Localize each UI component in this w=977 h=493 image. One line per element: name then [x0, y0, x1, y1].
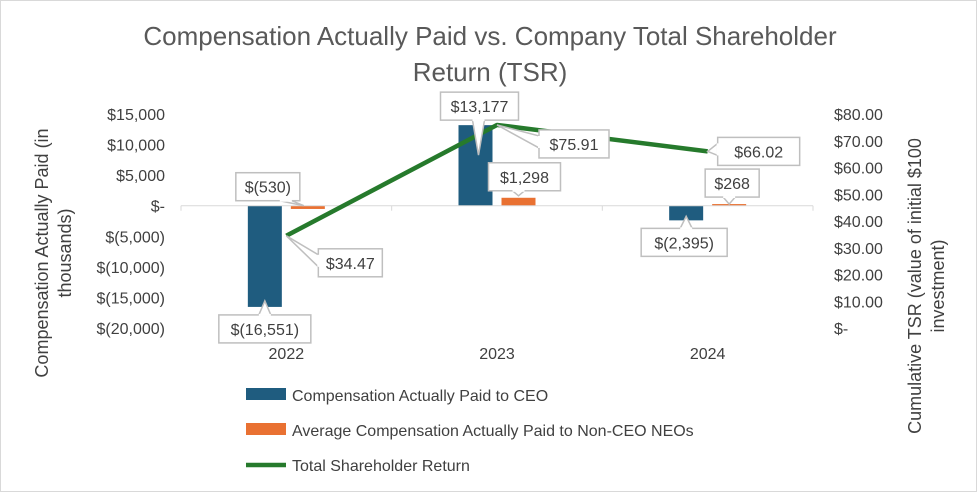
ceo-2024-callout-seam: [680, 227, 693, 230]
legend-swatch-ceo: [246, 388, 286, 400]
legend-swatch-neo: [246, 423, 286, 435]
ceo-2024-data-label: $(2,395): [654, 235, 714, 252]
y-tick-label: $-: [151, 199, 165, 216]
neo-2024-callout-seam: [723, 196, 736, 199]
y2-tick-label: $30.00: [834, 241, 883, 258]
plot-area: $15,000 $10,000 $5,000 $- $(5,000) $(10,000) $…: [97, 91, 883, 363]
y2-axis-title-line-2: investment): [928, 239, 948, 332]
tsr-2023-callout-seam: [538, 135, 540, 148]
tsr-2024-callout: $66.02: [706, 136, 801, 167]
y-axis-title-line-1: Compensation Actually Paid (in: [32, 128, 52, 377]
legend-label: Total Shareholder Return: [292, 458, 470, 475]
y2-tick-label: $40.00: [834, 214, 883, 231]
ceo-2024-callout-box: [640, 227, 728, 258]
neo-2024-callout-box: [704, 168, 760, 198]
tsr-2023-data-label: $75.91: [550, 137, 599, 154]
neo-2023-callout-seam: [512, 189, 525, 192]
ceo-2023-callout-seam: [472, 119, 485, 122]
x-tick-label: 2023: [479, 346, 515, 363]
y2-tick-label: $50.00: [834, 187, 883, 204]
y-axis-title-line-2: thousands): [55, 208, 75, 297]
ceo-2022-data-label: $(16,551): [231, 322, 300, 339]
ceo-2023-callout: $13,177: [439, 91, 520, 156]
legend-label: Compensation Actually Paid to CEO: [292, 388, 548, 405]
legend-label: Average Compensation Actually Paid to No…: [292, 423, 694, 440]
legend: Compensation Actually Paid to CEO Average…: [246, 388, 694, 475]
tsr-2022-callout-pointer: [285, 235, 320, 269]
tsr-2022-callout-seam: [317, 254, 320, 267]
neo-2022-callout-seam: [279, 199, 292, 202]
neo-2023-data-label: $1,298: [500, 170, 549, 187]
neo-2024-data-label: $268: [714, 176, 750, 193]
chart-title-line-1: Compensation Actually Paid vs. Company T…: [143, 21, 837, 51]
tsr-2024-data-label: $66.02: [734, 144, 783, 161]
x-tick-label: 2022: [269, 346, 305, 363]
y2-axis-title-line-1: Cumulative TSR (value of initial $100: [905, 138, 925, 434]
neo-2022-callout-box: [235, 171, 301, 202]
tsr-2024-callout-seam: [716, 143, 719, 156]
y-tick-label: $(10,000): [97, 260, 166, 277]
y2-tick-label: $20.00: [834, 268, 883, 285]
chart-title-line-2: Return (TSR): [413, 57, 568, 87]
y-tick-label: $10,000: [107, 138, 165, 155]
ceo-2022-callout-box: [218, 314, 312, 344]
ceo-2022-callout-seam: [258, 313, 271, 316]
tsr-2022-callout: $34.47: [285, 235, 384, 278]
bar-ceo-2024: [669, 205, 704, 221]
neo-2023-callout: $1,298: [487, 162, 562, 197]
neo-2024-callout: $268: [704, 168, 760, 206]
bar-ceo-2022: [247, 205, 282, 307]
neo-2022-data-label: $(530): [245, 180, 291, 197]
ceo-2024-callout: $(2,395): [640, 214, 728, 258]
tsr-2022-data-label: $34.47: [326, 256, 375, 273]
tsr-2023-callout: $75.91: [496, 124, 610, 159]
ceo-2023-callout-box: [439, 91, 520, 121]
y2-tick-label: $-: [834, 321, 848, 338]
y2-tick-label: $70.00: [834, 134, 883, 151]
tsr-2023-callout-box: [538, 129, 610, 159]
bar-neo-2023: [501, 197, 536, 206]
tsr-2024-callout-pointer: [706, 141, 719, 157]
y-tick-label: $15,000: [107, 107, 165, 124]
bar-neo-2022: [290, 205, 325, 209]
y-tick-label: $(15,000): [97, 290, 166, 307]
x-tick-label: 2024: [690, 346, 726, 363]
ceo-2023-data-label: $13,177: [451, 99, 509, 116]
y2-tick-label: $80.00: [834, 107, 883, 124]
y2-tick-label: $10.00: [834, 294, 883, 311]
y-tick-label: $(5,000): [105, 229, 165, 246]
ceo-2022-callout: $(16,551): [218, 299, 312, 344]
y-tick-label: $(20,000): [97, 321, 166, 338]
y-tick-label: $5,000: [116, 168, 165, 185]
neo-2023-callout-box: [487, 162, 562, 192]
neo-2024-callout-pointer: [721, 196, 737, 206]
y2-tick-label: $60.00: [834, 161, 883, 178]
neo-2022-callout: $(530): [235, 171, 305, 207]
